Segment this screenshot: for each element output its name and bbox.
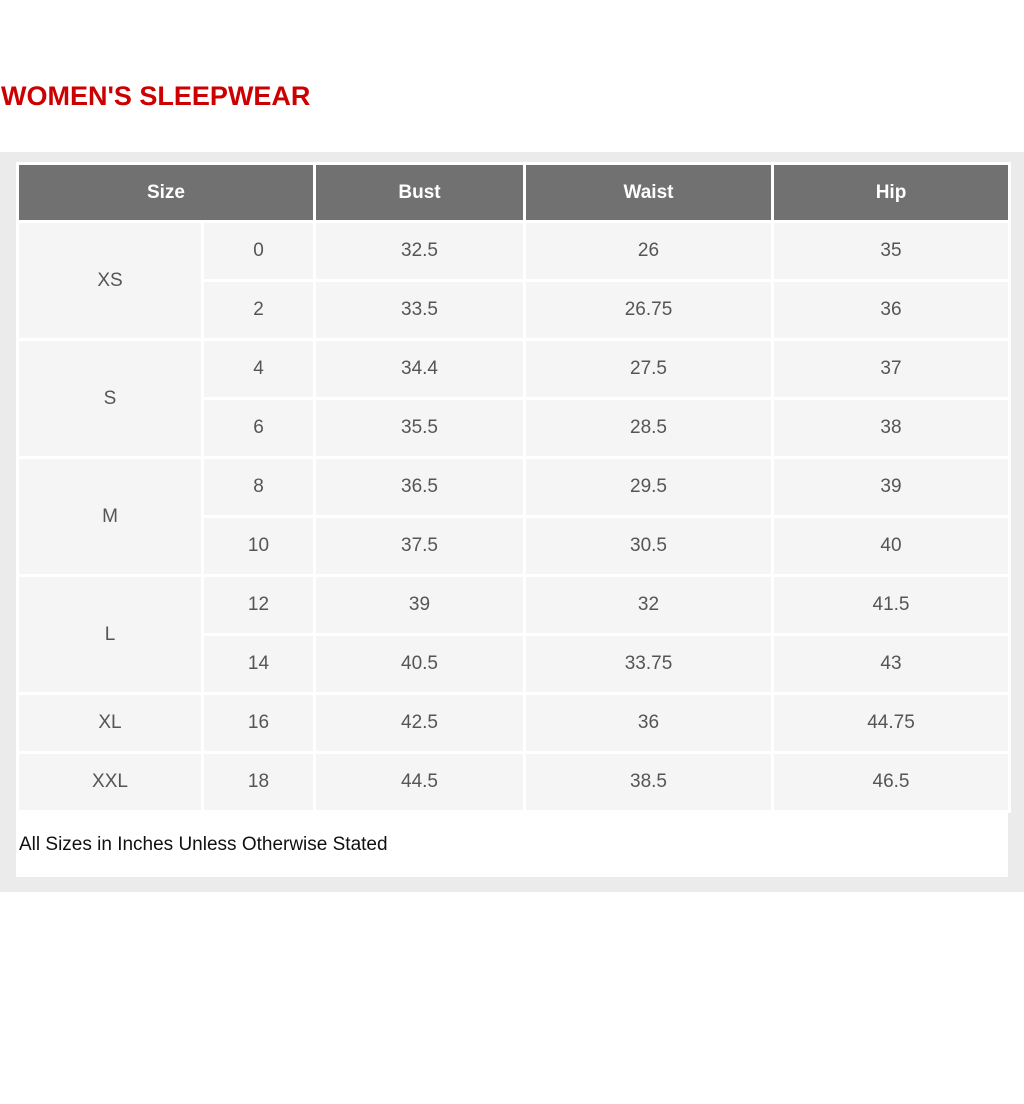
table-row-l-14: 14 40.5 33.75 43 xyxy=(18,633,1011,695)
waist-cell: 27.5 xyxy=(523,338,774,400)
waist-cell: 26.75 xyxy=(523,279,774,341)
table-row-m-10: 10 37.5 30.5 40 xyxy=(18,515,1011,577)
size-group-label-s: S xyxy=(16,338,204,459)
column-header-bust: Bust xyxy=(313,162,526,223)
waist-cell: 33.75 xyxy=(523,633,774,695)
page: WOMEN'S SLEEPWEAR Size Bust Waist Hip xyxy=(0,80,1024,892)
bust-cell: 32.5 xyxy=(313,220,526,282)
size-cell: 18 xyxy=(201,751,316,813)
column-header-waist: Waist xyxy=(523,162,774,223)
bust-cell: 42.5 xyxy=(313,692,526,754)
bust-cell: 36.5 xyxy=(313,456,526,518)
hip-cell: 40 xyxy=(771,515,1011,577)
hip-cell: 35 xyxy=(771,220,1011,282)
size-group-label-xs: XS xyxy=(16,220,204,341)
column-header-size: Size xyxy=(16,162,316,223)
size-group-label-l: L xyxy=(16,574,204,695)
size-cell: 6 xyxy=(201,397,316,459)
table-header-row: Size Bust Waist Hip xyxy=(16,162,1011,223)
hip-cell: 43 xyxy=(771,633,1011,695)
waist-cell: 26 xyxy=(523,220,774,282)
size-group-label-xl: XL xyxy=(16,692,204,754)
size-cell: 0 xyxy=(201,220,316,282)
size-chart-panel: Size Bust Waist Hip XS 0 32.5 26 35 2 33… xyxy=(0,152,1024,892)
size-chart-table: Size Bust Waist Hip XS 0 32.5 26 35 2 33… xyxy=(16,162,1011,813)
size-cell: 8 xyxy=(201,456,316,518)
hip-cell: 44.75 xyxy=(771,692,1011,754)
bust-cell: 39 xyxy=(313,574,526,636)
waist-cell: 36 xyxy=(523,692,774,754)
size-cell: 4 xyxy=(201,338,316,400)
table-row-m-8: M 8 36.5 29.5 39 xyxy=(16,456,1011,577)
bust-cell: 40.5 xyxy=(313,633,526,695)
table-row-l-12: L 12 39 32 41.5 xyxy=(16,574,1011,695)
page-title: WOMEN'S SLEEPWEAR xyxy=(1,81,311,111)
hip-cell: 41.5 xyxy=(771,574,1011,636)
hip-cell: 36 xyxy=(771,279,1011,341)
size-cell: 10 xyxy=(201,515,316,577)
size-cell: 2 xyxy=(201,279,316,341)
bust-cell: 44.5 xyxy=(313,751,526,813)
size-cell: 12 xyxy=(201,574,316,636)
hip-cell: 39 xyxy=(771,456,1011,518)
table-row-s-4: S 4 34.4 27.5 37 xyxy=(16,338,1011,459)
size-group-label-xxl: XXL xyxy=(16,751,204,813)
column-header-hip: Hip xyxy=(771,162,1011,223)
size-cell: 14 xyxy=(201,633,316,695)
bust-cell: 34.4 xyxy=(313,338,526,400)
bust-cell: 37.5 xyxy=(313,515,526,577)
hip-cell: 37 xyxy=(771,338,1011,400)
waist-cell: 28.5 xyxy=(523,397,774,459)
table-row-xl-16: XL 16 42.5 36 44.75 xyxy=(16,692,1011,754)
waist-cell: 29.5 xyxy=(523,456,774,518)
hip-cell: 38 xyxy=(771,397,1011,459)
size-group-label-m: M xyxy=(16,456,204,577)
hip-cell: 46.5 xyxy=(771,751,1011,813)
waist-cell: 38.5 xyxy=(523,751,774,813)
waist-cell: 30.5 xyxy=(523,515,774,577)
bust-cell: 35.5 xyxy=(313,397,526,459)
units-note: All Sizes in Inches Unless Otherwise Sta… xyxy=(16,813,1008,877)
table-row-xs-2: 2 33.5 26.75 36 xyxy=(18,279,1011,341)
table-row-s-6: 6 35.5 28.5 38 xyxy=(18,397,1011,459)
waist-cell: 32 xyxy=(523,574,774,636)
bust-cell: 33.5 xyxy=(313,279,526,341)
size-cell: 16 xyxy=(201,692,316,754)
table-row-xxl-18: XXL 18 44.5 38.5 46.5 xyxy=(16,751,1011,813)
table-row-xs-0: XS 0 32.5 26 35 xyxy=(16,220,1011,341)
